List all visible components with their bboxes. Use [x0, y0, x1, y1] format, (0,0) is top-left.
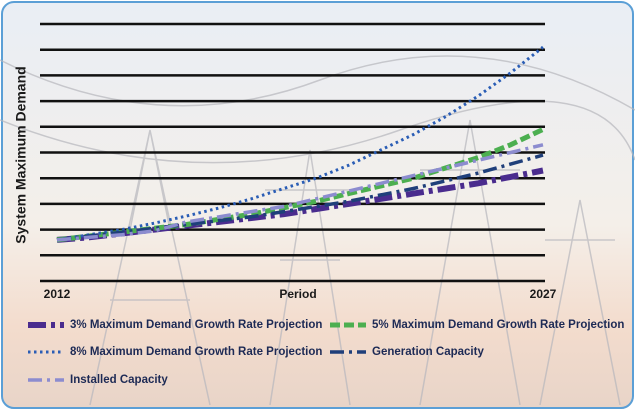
- x-tick-label: 2027: [530, 287, 557, 301]
- legend-item: 8% Maximum Demand Growth Rate Projection: [28, 346, 322, 358]
- x-axis-label: Period: [279, 287, 316, 301]
- legend-label: 5% Maximum Demand Growth Rate Projection: [372, 319, 624, 331]
- y-axis-label: System Maximum Demand: [13, 66, 29, 243]
- legend-label: 3% Maximum Demand Growth Rate Projection: [70, 319, 322, 331]
- legend-item: 3% Maximum Demand Growth Rate Projection: [28, 319, 322, 331]
- series-line: [56, 153, 544, 242]
- legend-label: Installed Capacity: [70, 374, 168, 386]
- series-line: [56, 143, 544, 242]
- x-tick-label: 2012: [44, 287, 71, 301]
- legend-item: Generation Capacity: [330, 346, 484, 358]
- legend-label: Generation Capacity: [372, 346, 484, 358]
- legend-item: 5% Maximum Demand Growth Rate Projection: [330, 319, 624, 331]
- legend-label: 8% Maximum Demand Growth Rate Projection: [70, 346, 322, 358]
- legend-item: Installed Capacity: [28, 374, 168, 386]
